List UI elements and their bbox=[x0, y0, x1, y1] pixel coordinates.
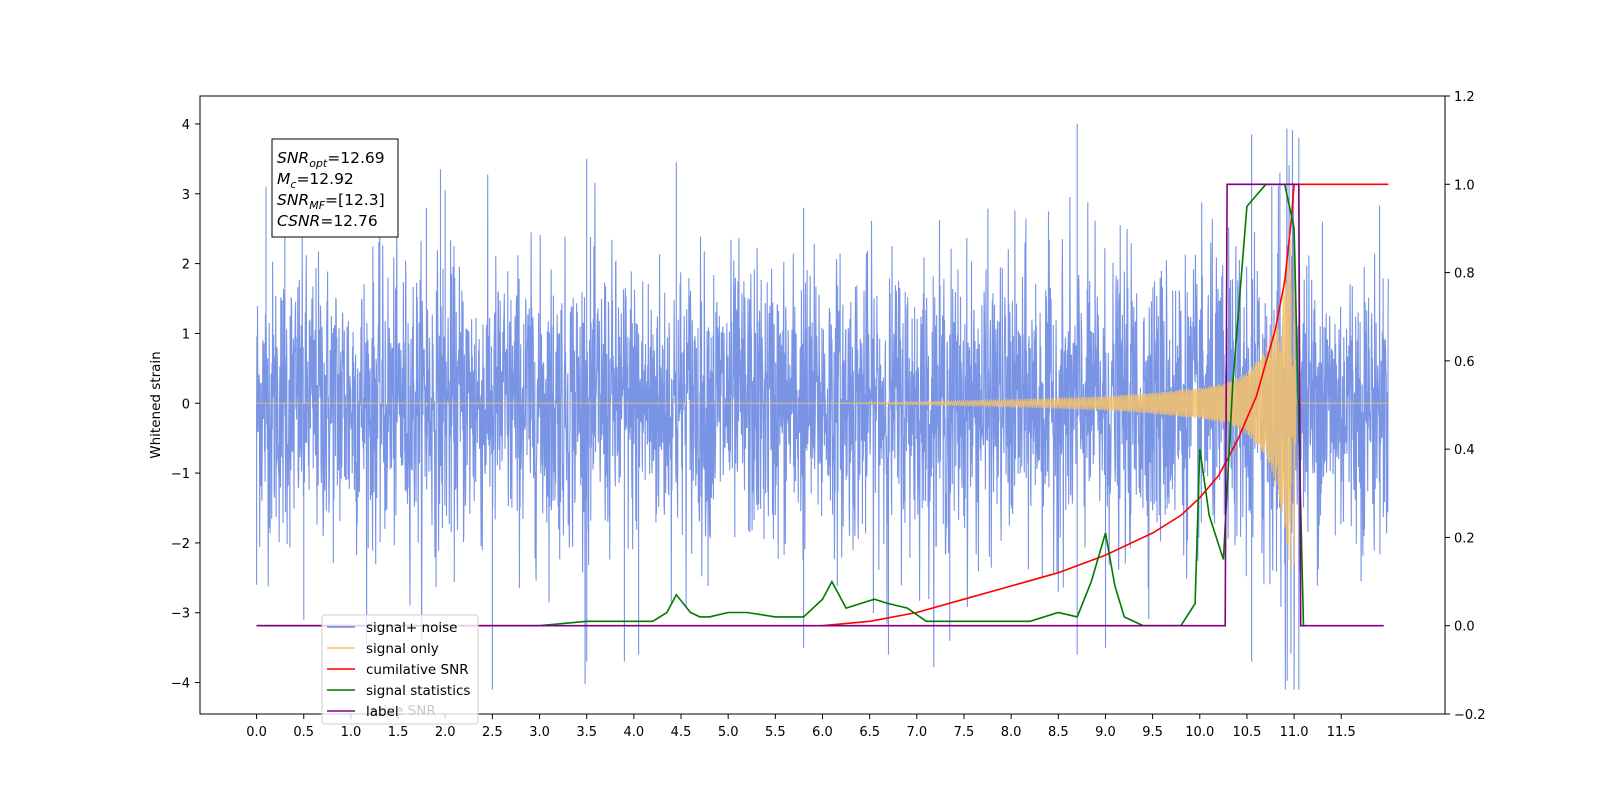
y-tick-label: 4 bbox=[182, 118, 190, 133]
y-right-tick-label: 0.0 bbox=[1454, 620, 1475, 635]
legend-label: signal only bbox=[366, 641, 439, 657]
x-tick-label: 7.0 bbox=[906, 725, 927, 740]
info-box-line: SNRMF=[12.3] bbox=[277, 191, 385, 212]
x-tick-label: 5.5 bbox=[765, 725, 786, 740]
x-tick-label: 0.0 bbox=[246, 725, 267, 740]
y-right-tick-label: 1.2 bbox=[1454, 90, 1475, 105]
y-right-tick-label: 0.8 bbox=[1454, 267, 1475, 282]
y-tick-label: 3 bbox=[182, 188, 190, 203]
x-tick-label: 1.0 bbox=[341, 725, 362, 740]
x-tick-label: 3.0 bbox=[529, 725, 550, 740]
legend-label: cumilative SNR bbox=[366, 662, 469, 678]
x-tick-label: 11.5 bbox=[1327, 725, 1356, 740]
y-tick-label: −3 bbox=[171, 607, 190, 622]
info-box: SNRopt=12.69Mc=12.92SNRMF=[12.3]CSNR=12.… bbox=[271, 138, 399, 238]
legend-label: signal+ noise bbox=[366, 620, 457, 636]
x-tick-label: 5.0 bbox=[718, 725, 739, 740]
x-tick-label: 6.0 bbox=[812, 725, 833, 740]
y-tick-label: −1 bbox=[171, 467, 190, 482]
x-tick-label: 2.0 bbox=[435, 725, 456, 740]
y-tick-label: 2 bbox=[182, 258, 190, 273]
legend: lative SNR signal+ noise signal only cumila… bbox=[321, 614, 479, 725]
x-tick-label: 6.5 bbox=[859, 725, 880, 740]
y-right-tick-label: 0.2 bbox=[1454, 531, 1475, 546]
series-signal-only bbox=[256, 238, 1389, 573]
series-signal-statistics bbox=[256, 183, 1305, 627]
axes-layer: 0.0 0.5 1.0 1.5 2.0 2.5 3.0 3.5 4.0 4.5 5.0 5.5 6.0 6… bbox=[171, 90, 1486, 740]
x-tick-label: 4.5 bbox=[671, 725, 692, 740]
x-tick-label: 8.5 bbox=[1048, 725, 1069, 740]
x-tick-label: 10.0 bbox=[1185, 725, 1214, 740]
y-right-tick-label: 1.0 bbox=[1454, 178, 1475, 193]
info-box-line: Mc=12.92 bbox=[277, 170, 354, 191]
y-right-tick-label: 0.6 bbox=[1454, 355, 1475, 370]
x-tick-label: 9.5 bbox=[1142, 725, 1163, 740]
legend-label: signal statistics bbox=[366, 683, 470, 699]
y-tick-label: −2 bbox=[171, 537, 190, 552]
x-tick-label: 4.0 bbox=[624, 725, 645, 740]
x-tick-label: 0.5 bbox=[293, 725, 314, 740]
y-axis-label: Whitened strain bbox=[148, 351, 164, 458]
info-box-line: SNRopt=12.69 bbox=[277, 149, 385, 170]
x-tick-label: 3.5 bbox=[576, 725, 597, 740]
y-tick-label: −4 bbox=[171, 677, 190, 692]
legend-frame bbox=[321, 614, 479, 725]
x-tick-label: 8.0 bbox=[1001, 725, 1022, 740]
data-layer bbox=[256, 123, 1389, 690]
y-right-tick-label: −0.2 bbox=[1454, 708, 1486, 723]
y-tick-label: 0 bbox=[182, 397, 190, 412]
series-cumulative-snr bbox=[822, 183, 1389, 627]
series-label bbox=[256, 183, 1384, 627]
x-tick-label: 2.5 bbox=[482, 725, 503, 740]
y-tick-label: 1 bbox=[182, 327, 190, 342]
legend-ghost-text: lative SNR bbox=[366, 703, 436, 719]
y-right-tick-label: 0.4 bbox=[1454, 443, 1475, 458]
info-box-line: CSNR=12.76 bbox=[277, 212, 378, 230]
info-box-frame bbox=[271, 138, 399, 238]
legend-label: label bbox=[366, 704, 399, 720]
x-tick-label: 7.5 bbox=[954, 725, 975, 740]
x-tick-label: 9.0 bbox=[1095, 725, 1116, 740]
x-tick-label: 10.5 bbox=[1232, 725, 1261, 740]
x-tick-label: 1.5 bbox=[388, 725, 409, 740]
x-tick-label: 11.0 bbox=[1280, 725, 1309, 740]
